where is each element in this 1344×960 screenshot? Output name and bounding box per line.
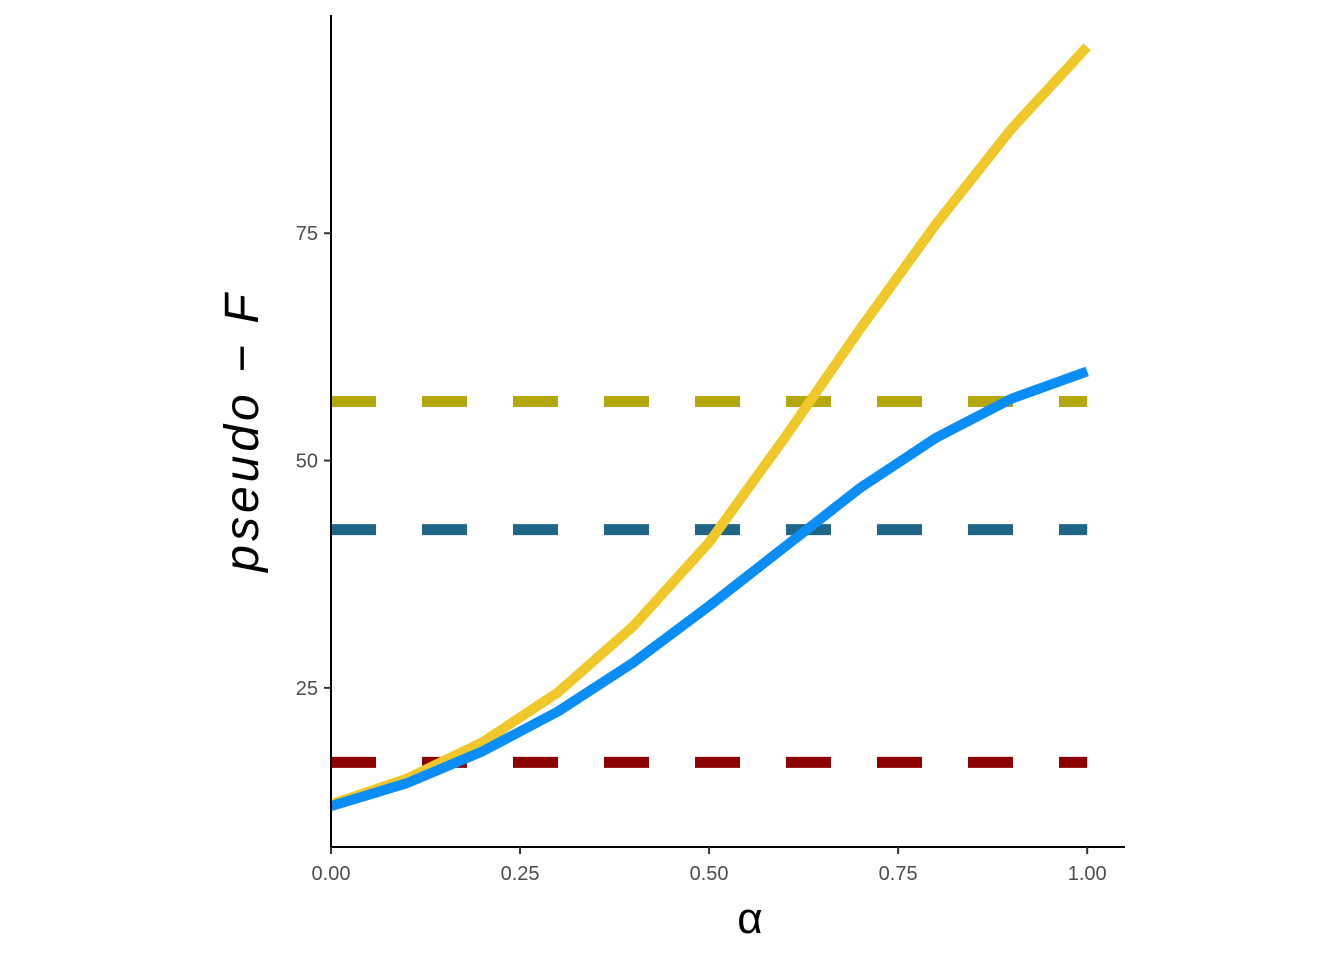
x-tick-label: 0.00 <box>312 863 351 885</box>
x-tick-label: 0.25 <box>501 863 540 885</box>
x-tick-label: 0.75 <box>879 863 918 885</box>
reference-lines <box>331 395 1088 768</box>
y-axis-ticks: 25 50 75 <box>296 223 331 700</box>
y-tick-label: 75 <box>296 223 318 245</box>
x-tick-label: 1.00 <box>1068 863 1107 885</box>
y-axis-title: pseudo − F <box>216 290 269 574</box>
series-line-1 <box>329 43 1091 810</box>
y-tick-label: 50 <box>296 451 318 473</box>
x-axis-ticks: 0.00 0.25 0.50 0.75 1.00 <box>312 847 1107 885</box>
x-tick-label: 0.50 <box>690 863 729 885</box>
series-line-2 <box>329 366 1089 811</box>
y-tick-label: 25 <box>296 678 318 700</box>
x-axis-title: α <box>737 894 762 943</box>
series-lines <box>329 43 1091 811</box>
